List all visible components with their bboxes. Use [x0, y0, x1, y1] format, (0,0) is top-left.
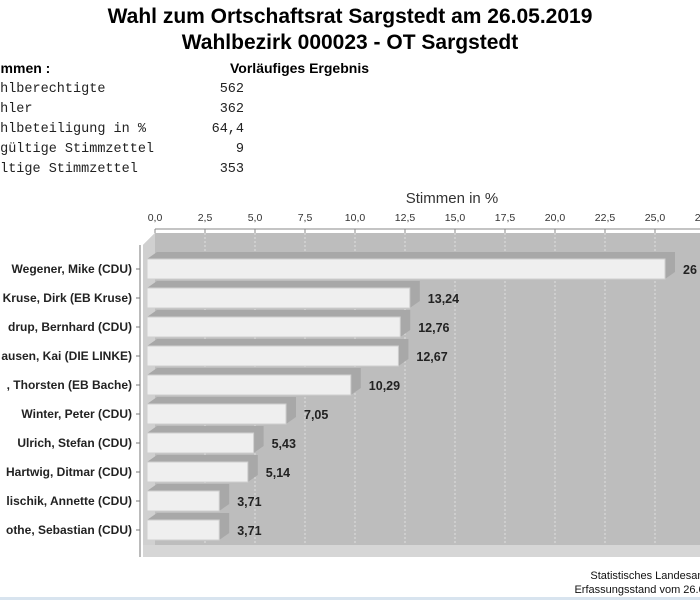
x-tick-label: 10,0	[345, 212, 366, 224]
data-label: 13,24	[428, 292, 459, 306]
stats-label: ültige Stimmzettel	[0, 162, 138, 177]
stats-row: ähler 362	[0, 102, 244, 117]
stats-value: 9	[235, 142, 244, 157]
footer-date: Erfassungsstand vom 26.05.2	[574, 584, 700, 596]
stats-header-left: timmen :	[0, 60, 51, 76]
bar	[146, 258, 666, 280]
x-tick-label: 5,0	[248, 212, 263, 224]
stats-label: ahlbeteiligung in %	[0, 122, 146, 137]
category-label: othe, Sebastian (CDU)	[6, 523, 132, 537]
x-tick-label: 17,5	[495, 212, 516, 224]
stats-row: ahlbeteiligung in % 64,4	[0, 122, 244, 137]
bar	[146, 374, 352, 396]
x-tick-label: 22,5	[595, 212, 616, 224]
stats-value: 353	[219, 162, 244, 177]
stats-value: 64,4	[211, 122, 244, 137]
bar	[146, 519, 220, 541]
data-label: 3,71	[237, 524, 261, 538]
stats-label: ähler	[0, 102, 33, 117]
bar	[146, 432, 255, 454]
axis-title: Stimmen in %	[406, 190, 499, 207]
plot-floor	[143, 545, 700, 557]
bar	[146, 403, 287, 425]
data-label: 10,29	[369, 379, 400, 393]
x-tick-label: 0,0	[148, 212, 163, 224]
data-label: 26	[683, 263, 697, 277]
footer-source: Statistisches Landesamt S	[590, 570, 700, 582]
category-label: Ulrich, Stefan (CDU)	[17, 436, 132, 450]
category-label: , Thorsten (EB Bache)	[7, 378, 132, 392]
bottom-bar	[0, 597, 700, 600]
x-tick-label: 15,0	[445, 212, 466, 224]
category-label: lischik, Annette (CDU)	[6, 494, 132, 508]
x-tick-label: 25,0	[645, 212, 666, 224]
stats-row: ahlberechtigte 562	[0, 82, 244, 97]
bar	[146, 461, 249, 483]
stats-label: ahlberechtigte	[0, 82, 106, 97]
category-label: Wegener, Mike (CDU)	[12, 262, 132, 276]
data-label: 7,05	[304, 408, 328, 422]
x-tick-label: 7,5	[298, 212, 313, 224]
bar	[146, 287, 411, 309]
bar	[146, 316, 401, 338]
stats-value: 562	[219, 82, 244, 97]
data-label: 12,76	[418, 321, 449, 335]
stats-row: ültige Stimmzettel 353	[0, 162, 244, 177]
stats-label: ngültige Stimmzettel	[0, 142, 155, 157]
category-label: ausen, Kai (DIE LINKE)	[1, 349, 132, 363]
bar	[146, 490, 220, 512]
stats-row: ngültige Stimmzettel 9	[0, 142, 244, 157]
x-tick-label: 2,5	[198, 212, 213, 224]
x-tick-label: 27,5	[695, 212, 700, 224]
data-label: 5,14	[266, 466, 290, 480]
data-label: 12,67	[416, 350, 447, 364]
x-tick-label: 20,0	[545, 212, 566, 224]
stats-value: 362	[219, 102, 244, 117]
bar	[146, 345, 399, 367]
chart-title: Wahl zum Ortschaftsrat Sargstedt am 26.0…	[107, 5, 593, 28]
x-tick-label: 12,5	[395, 212, 416, 224]
category-label: Kruse, Dirk (EB Kruse)	[3, 291, 132, 305]
category-label: Winter, Peter (CDU)	[21, 407, 132, 421]
chart-subtitle: Wahlbezirk 000023 - OT Sargstedt	[181, 31, 519, 54]
data-label: 5,43	[272, 437, 296, 451]
stats-header-right: Vorläufiges Ergebnis	[230, 60, 369, 76]
category-label: drup, Bernhard (CDU)	[8, 320, 132, 334]
category-label: Hartwig, Ditmar (CDU)	[6, 465, 132, 479]
data-label: 3,71	[237, 495, 261, 509]
